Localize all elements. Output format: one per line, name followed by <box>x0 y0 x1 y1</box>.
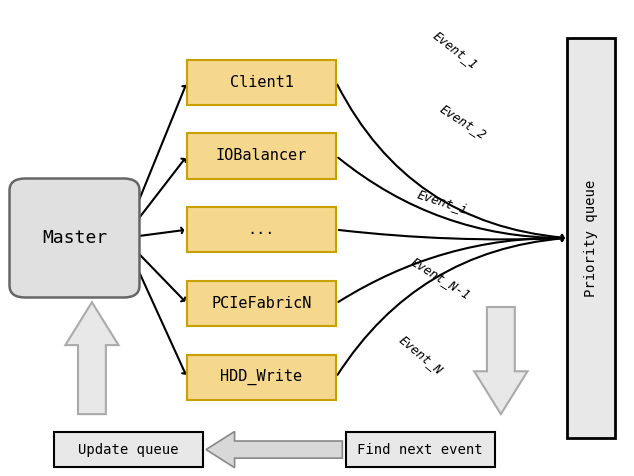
FancyBboxPatch shape <box>187 133 336 178</box>
Text: HDD_Write: HDD_Write <box>221 369 302 386</box>
Text: Event_1: Event_1 <box>431 29 481 71</box>
Text: Update queue: Update queue <box>78 443 179 456</box>
Text: Event_2: Event_2 <box>437 102 489 141</box>
Polygon shape <box>474 307 527 414</box>
Text: Event_N: Event_N <box>396 333 445 377</box>
Text: Priority queue: Priority queue <box>584 179 598 297</box>
Text: ...: ... <box>248 222 275 237</box>
FancyBboxPatch shape <box>187 281 336 326</box>
Text: PCIeFabricN: PCIeFabricN <box>211 296 312 311</box>
FancyBboxPatch shape <box>346 432 495 467</box>
FancyBboxPatch shape <box>187 60 336 105</box>
Text: Master: Master <box>42 229 107 247</box>
Text: Event_i: Event_i <box>415 188 469 217</box>
FancyBboxPatch shape <box>187 355 336 400</box>
Text: Client1: Client1 <box>230 75 294 89</box>
Text: Find next event: Find next event <box>357 443 483 456</box>
FancyBboxPatch shape <box>187 207 336 252</box>
FancyBboxPatch shape <box>54 432 203 467</box>
FancyBboxPatch shape <box>567 38 615 438</box>
Polygon shape <box>65 302 119 414</box>
Text: IOBalancer: IOBalancer <box>216 149 307 163</box>
Text: Event_N-1: Event_N-1 <box>409 255 473 302</box>
Polygon shape <box>206 431 342 467</box>
FancyBboxPatch shape <box>10 178 139 298</box>
